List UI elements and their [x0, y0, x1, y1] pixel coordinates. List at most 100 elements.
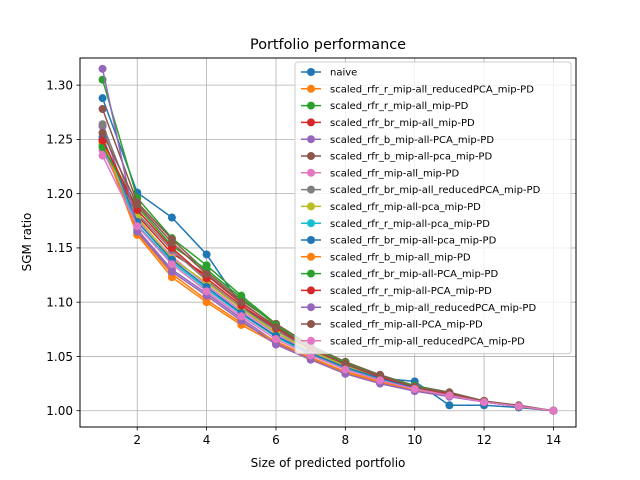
legend-entry: scaled_rfr_mip-all-pca_mip-PD: [301, 202, 481, 213]
plot-frame: [79, 57, 577, 428]
legend-marker: [307, 252, 315, 261]
legend-marker: [307, 286, 315, 295]
y-tick-label: 1.00: [46, 404, 73, 418]
legend-label: scaled_rfr_b_mip-all-pca_mip-PD: [330, 152, 492, 163]
legend-label: scaled_rfr_br_mip-all-PCA_mip-PD: [330, 269, 498, 280]
data-point: [167, 267, 176, 276]
legend-label: scaled_rfr_b_mip-all-PCA_mip-PD: [330, 135, 494, 146]
data-point: [98, 128, 107, 137]
legend-label: scaled_rfr_mip-all-pca_mip-PD: [330, 202, 481, 213]
y-tick-label: 1.25: [46, 133, 73, 147]
legend-entry: scaled_rfr_br_mip-all_reducedPCA_mip-PD: [301, 185, 541, 196]
data-point: [133, 222, 142, 231]
data-point: [271, 335, 280, 344]
legend-label: scaled_rfr_br_mip-all_reducedPCA_mip-PD: [330, 185, 541, 196]
x-axis-label: Size of predicted portfolio: [251, 456, 406, 470]
legend: naive scaled_rfr_r_mip-all_reducedPCA_mip…: [294, 61, 572, 355]
y-tick-label: 1.20: [46, 187, 73, 201]
legend-entry: scaled_rfr_b_mip-all-PCA_mip-PD: [301, 135, 494, 146]
legend-label: scaled_rfr_mip-all_mip-PD: [330, 168, 460, 179]
legend-label: scaled_rfr_mip-all_reducedPCA_mip-PD: [330, 336, 525, 347]
legend-marker: [307, 336, 315, 345]
x-tick-label: 4: [203, 433, 211, 447]
data-point: [167, 260, 176, 269]
data-point: [202, 250, 211, 259]
legend-label: scaled_rfr_b_mip-all_mip-PD: [330, 252, 471, 263]
legend-entry: scaled_rfr_b_mip-all-pca_mip-PD: [301, 152, 492, 163]
legend-marker: [307, 269, 315, 278]
data-point: [202, 269, 211, 278]
data-point: [98, 94, 107, 103]
legend-entry: scaled_rfr_r_mip-all-PCA_mip-PD: [301, 286, 492, 297]
legend-entry: scaled_rfr_mip-all_mip-PD: [301, 168, 460, 179]
y-tick-label: 1.05: [46, 350, 73, 364]
data-point: [98, 64, 107, 73]
data-point: [445, 401, 454, 410]
data-point: [133, 200, 142, 209]
legend-label: scaled_rfr_b_mip-all_reducedPCA_mip-PD: [330, 303, 536, 314]
legend-label: scaled_rfr_r_mip-all-PCA_mip-PD: [330, 286, 492, 297]
data-point: [167, 213, 176, 222]
data-point: [341, 365, 350, 374]
legend-marker: [307, 320, 315, 328]
x-tick-label: 2: [133, 433, 141, 447]
legend-marker: [307, 219, 315, 228]
legend-entry: scaled_rfr_br_mip-all-pca_mip-PD: [301, 236, 497, 247]
data-point: [98, 151, 107, 160]
legend-entry: scaled_rfr_mip-all-PCA_mip-PD: [301, 320, 483, 331]
legend-marker: [307, 135, 315, 144]
legend-marker: [307, 168, 315, 177]
chart-title: Portfolio performance: [250, 37, 406, 53]
legend-label: scaled_rfr_r_mip-all_mip-PD: [330, 101, 469, 112]
legend-marker: [307, 236, 315, 244]
series-16: [98, 151, 558, 415]
data-point: [237, 298, 246, 307]
legend-label: scaled_rfr_br_mip-all-pca_mip-PD: [330, 236, 497, 247]
series-line: [101, 155, 554, 412]
legend-entry: scaled_rfr_b_mip-all_mip-PD: [301, 252, 471, 263]
data-point: [410, 385, 419, 394]
legend-entry: naive: [301, 68, 357, 79]
legend-entry: scaled_rfr_r_mip-all-pca_mip-PD: [301, 219, 490, 230]
x-tick-label: 6: [272, 433, 280, 447]
data-point: [549, 406, 558, 415]
legend-entry: scaled_rfr_br_mip-all_mip-PD: [301, 118, 475, 129]
legend-marker: [307, 101, 315, 110]
data-point: [202, 287, 211, 296]
legend-marker: [307, 68, 315, 76]
legend-marker: [307, 202, 315, 211]
series-line: [101, 132, 554, 412]
legend-marker: [307, 84, 315, 93]
data-point: [445, 391, 454, 400]
legend-box: [294, 61, 572, 355]
legend-marker: [307, 118, 315, 127]
data-point: [514, 402, 523, 411]
x-tick-label: 8: [342, 433, 350, 447]
legend-marker: [307, 303, 315, 312]
legend-entry: scaled_rfr_r_mip-all_reducedPCA_mip-PD: [301, 84, 534, 95]
legend-entry: scaled_rfr_r_mip-all_mip-PD: [301, 101, 469, 112]
data-point: [237, 312, 246, 321]
legend-label: scaled_rfr_br_mip-all_mip-PD: [330, 118, 475, 129]
x-tick-label: 14: [546, 433, 561, 447]
x-tick-label: 12: [476, 433, 491, 447]
legend-label: scaled_rfr_r_mip-all_reducedPCA_mip-PD: [330, 84, 534, 95]
x-tick-label: 10: [407, 433, 422, 447]
legend-label: scaled_rfr_mip-all-PCA_mip-PD: [330, 320, 483, 331]
data-point: [98, 105, 107, 114]
legend-label: scaled_rfr_r_mip-all-pca_mip-PD: [330, 219, 490, 230]
data-point: [98, 120, 107, 129]
data-point: [376, 376, 385, 385]
legend-marker: [307, 185, 315, 194]
legend-entry: scaled_rfr_b_mip-all_reducedPCA_mip-PD: [301, 303, 536, 314]
y-axis-label: SGM ratio: [20, 213, 34, 272]
legend-marker: [307, 152, 315, 160]
axis-ticks: 2 4 6 8 10 12 14 1.00 1.05 1.10 1.15 1.20 1.25 1.30: [46, 78, 561, 447]
y-tick-label: 1.10: [46, 295, 73, 309]
legend-label: naive: [330, 68, 357, 79]
data-point: [271, 323, 280, 332]
y-tick-label: 1.30: [46, 78, 73, 92]
y-tick-label: 1.15: [46, 241, 73, 255]
